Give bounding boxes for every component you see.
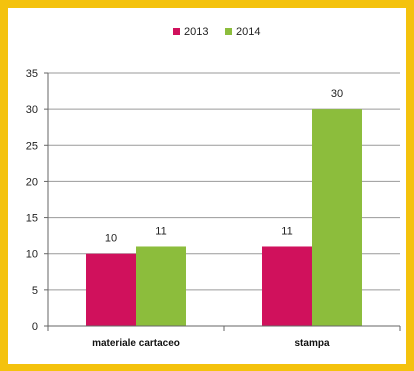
y-tick-label: 5 <box>32 285 38 297</box>
data-label: 11 <box>155 225 166 237</box>
data-label: 10 <box>105 233 117 245</box>
data-labels: 10 11 11 30 <box>105 88 343 245</box>
bars <box>86 109 362 327</box>
legend-swatch <box>173 28 180 35</box>
y-tick-label: 10 <box>26 249 38 261</box>
y-tick-label: 25 <box>26 140 38 152</box>
y-tick-label: 0 <box>32 321 38 333</box>
bar-2014-0 <box>136 246 186 326</box>
bar-chart: 2013 2014 0 5 10 15 20 25 30 35 10 11 11 30 materia… <box>26 26 401 349</box>
legend-swatch <box>225 28 232 35</box>
y-tick-label: 30 <box>26 104 38 116</box>
y-tick-label: 20 <box>26 176 38 188</box>
legend: 2013 2014 <box>173 26 260 38</box>
legend-label: 2014 <box>236 26 260 38</box>
bar-2014-1 <box>312 109 362 327</box>
y-tick-label: 35 <box>26 68 38 80</box>
bar-2013-0 <box>86 253 136 326</box>
x-category-label: stampa <box>294 338 329 349</box>
legend-label: 2013 <box>184 26 208 38</box>
bar-2013-1 <box>262 246 312 326</box>
x-category-label: materiale cartaceo <box>92 338 180 349</box>
x-axis-categories: materiale cartaceo stampa <box>47 326 401 349</box>
data-label: 30 <box>331 88 343 100</box>
y-tick-label: 15 <box>26 213 38 225</box>
data-label: 11 <box>281 225 292 237</box>
y-axis-ticks: 0 5 10 15 20 25 30 35 <box>26 68 48 333</box>
chart-frame: 2013 2014 0 5 10 15 20 25 30 35 10 11 11 30 materia… <box>8 8 406 364</box>
